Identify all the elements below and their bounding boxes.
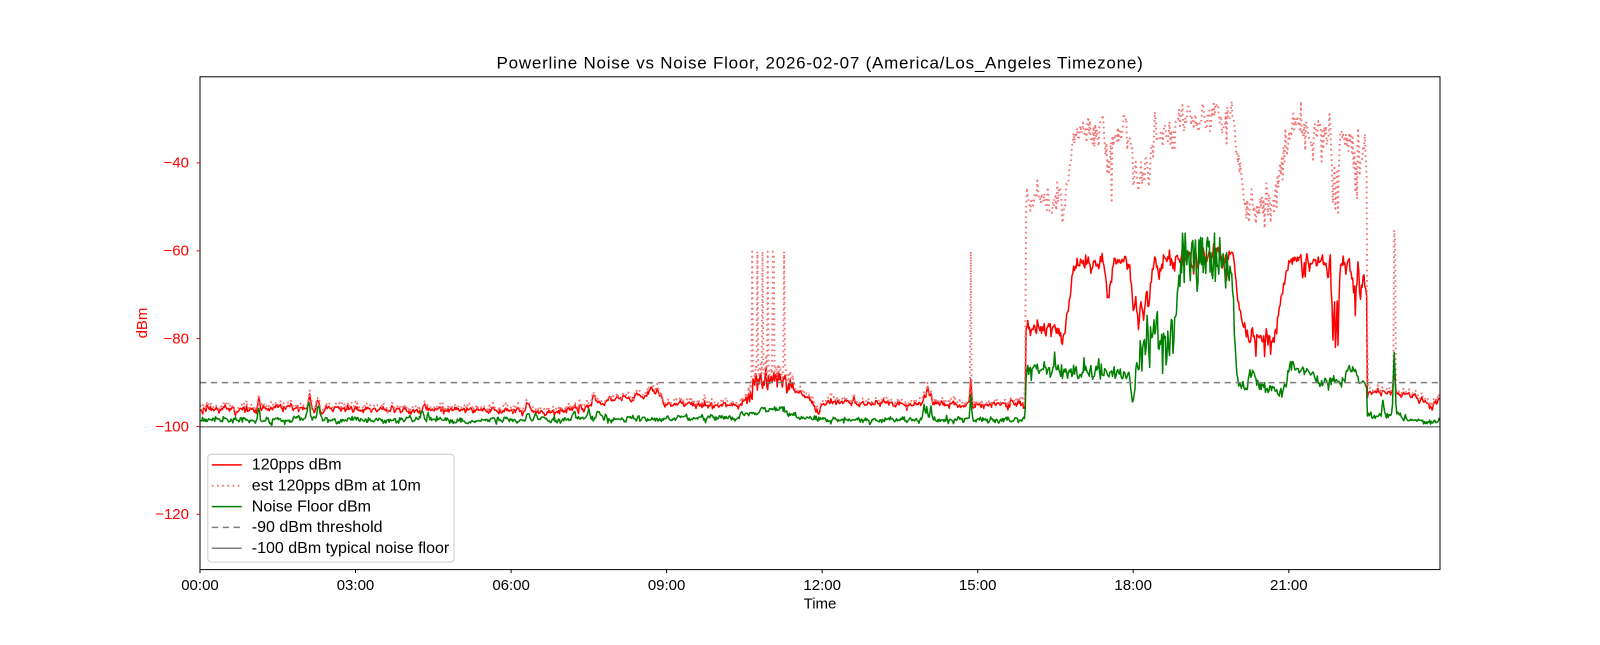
svg-text:−40: −40	[164, 155, 189, 172]
svg-text:Powerline Noise vs Noise Floor: Powerline Noise vs Noise Floor, 2026-02-…	[497, 54, 1144, 73]
svg-text:-100 dBm typical noise floor: -100 dBm typical noise floor	[252, 540, 450, 557]
svg-text:−60: −60	[164, 243, 189, 260]
svg-text:−100: −100	[155, 418, 189, 435]
svg-text:09:00: 09:00	[648, 577, 686, 594]
svg-text:−120: −120	[155, 506, 189, 523]
svg-text:06:00: 06:00	[492, 577, 530, 594]
svg-text:est 120pps dBm at 10m: est 120pps dBm at 10m	[252, 478, 421, 495]
svg-text:18:00: 18:00	[1114, 577, 1152, 594]
svg-text:-90 dBm threshold: -90 dBm threshold	[252, 519, 383, 536]
svg-text:15:00: 15:00	[959, 577, 997, 594]
svg-text:120pps dBm: 120pps dBm	[252, 457, 342, 474]
svg-text:03:00: 03:00	[337, 577, 375, 594]
svg-text:12:00: 12:00	[803, 577, 841, 594]
svg-text:dBm: dBm	[134, 308, 151, 339]
svg-text:−80: −80	[164, 330, 189, 347]
svg-text:Noise Floor dBm: Noise Floor dBm	[252, 498, 371, 515]
svg-text:21:00: 21:00	[1270, 577, 1308, 594]
svg-text:Time: Time	[804, 596, 837, 613]
svg-text:00:00: 00:00	[181, 577, 219, 594]
